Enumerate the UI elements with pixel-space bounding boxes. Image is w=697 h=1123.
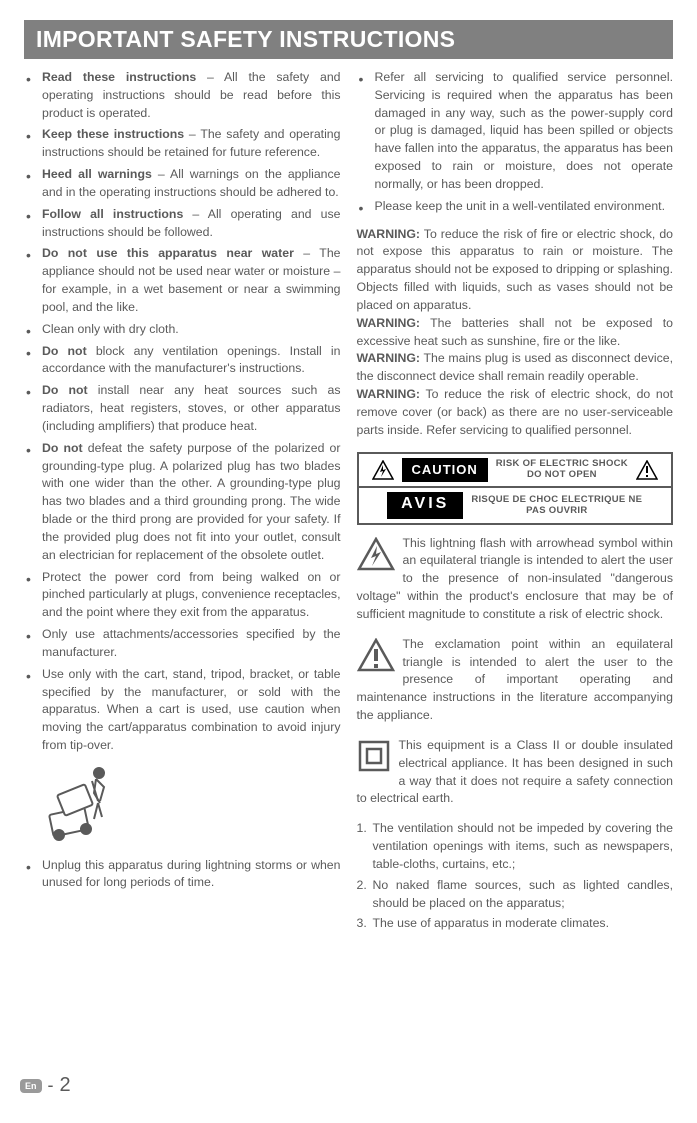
two-column-body: Read these instructions – All the safety… (24, 69, 673, 936)
item-lead: Do not use this apparatus near water (42, 246, 294, 260)
warning-label: WARNING: (357, 316, 421, 330)
warning-label: WARNING: (357, 387, 421, 401)
right-top-bullets: Refer all servicing to qualified service… (357, 69, 674, 216)
item-lead: Do not (42, 344, 87, 358)
exclamation-paragraph: The exclamation point within an equilate… (357, 636, 674, 725)
paragraph-text: The exclamation point within an equilate… (357, 637, 674, 722)
list-item: Unplug this apparatus during lightning s… (24, 857, 341, 893)
list-item: Use only with the cart, stand, tripod, b… (24, 666, 341, 755)
list-item: Heed all warnings – All warnings on the … (24, 166, 341, 202)
class2-paragraph: This equipment is a Class II or double i… (357, 737, 674, 808)
lightning-paragraph: This lightning flash with arrowhead symb… (357, 535, 674, 624)
caution-line1: RISK OF ELECTRIC SHOCK (496, 458, 628, 469)
warnings-block: WARNING: To reduce the risk of fire or e… (357, 226, 674, 440)
warning-label: WARNING: (357, 351, 421, 365)
item-lead: Keep these instructions (42, 127, 184, 141)
left-last-bullet: Unplug this apparatus during lightning s… (24, 857, 341, 893)
caution-text: RISK OF ELECTRIC SHOCKDO NOT OPEN (496, 459, 628, 481)
paragraph-text: This lightning flash with arrowhead symb… (357, 536, 674, 621)
right-column: Refer all servicing to qualified service… (357, 69, 674, 936)
avis-text: RISQUE DE CHOC ELECTRIQUE NEPAS OUVRIR (471, 495, 642, 517)
caution-line2: DO NOT OPEN (527, 469, 597, 480)
exclamation-triangle-icon (636, 460, 658, 480)
exclamation-triangle-icon (357, 638, 395, 672)
item-text: Only use attachments/accessories specifi… (42, 627, 341, 659)
warning-paragraph: WARNING: The batteries shall not be expo… (357, 315, 674, 351)
left-column: Read these instructions – All the safety… (24, 69, 341, 936)
item-lead: Do not (42, 383, 88, 397)
item-text: block any ventilation openings. Install … (42, 344, 341, 376)
item-text: Clean only with dry cloth. (42, 322, 179, 336)
list-item: Do not block any ventilation openings. I… (24, 343, 341, 379)
numbered-item: 2. No naked flame sources, such as lighte… (357, 877, 674, 913)
numbered-item: 1. The ventilation should not be impeded … (357, 820, 674, 873)
avis-line2: PAS OUVRIR (526, 505, 587, 516)
warning-paragraph: WARNING: The mains plug is used as disco… (357, 350, 674, 386)
page-number: 2 (60, 1074, 71, 1097)
item-number: 2. (357, 877, 367, 895)
item-text: Use only with the cart, stand, tripod, b… (42, 667, 341, 752)
list-item: Do not use this apparatus near water – T… (24, 245, 341, 316)
bolt-triangle-icon (372, 460, 394, 480)
numbered-item: 3. The use of apparatus in moderate clima… (357, 915, 674, 933)
paragraph-text: This equipment is a Class II or double i… (357, 738, 674, 805)
item-lead: Read these instructions (42, 70, 196, 84)
item-text: The use of apparatus in moderate climate… (373, 916, 610, 930)
item-text: defeat the safety purpose of the polariz… (42, 441, 341, 562)
item-lead: Do not (42, 441, 83, 455)
language-badge: En (20, 1079, 42, 1093)
item-text: Protect the power cord from being walked… (42, 570, 341, 620)
warning-paragraph: WARNING: To reduce the risk of electric … (357, 386, 674, 439)
avis-label: AVIS (387, 492, 463, 518)
caution-box: CAUTION RISK OF ELECTRIC SHOCKDO NOT OPE… (357, 452, 674, 525)
item-text: Unplug this apparatus during lightning s… (42, 858, 341, 890)
caution-label: CAUTION (402, 458, 488, 483)
list-item: Keep these instructions – The safety and… (24, 126, 341, 162)
footer-dash: - (48, 1075, 54, 1096)
page: IMPORTANT SAFETY INSTRUCTIONS Read these… (0, 0, 697, 996)
list-item: Read these instructions – All the safety… (24, 69, 341, 122)
caution-row-fr: AVIS RISQUE DE CHOC ELECTRIQUE NEPAS OUV… (359, 486, 672, 522)
cart-tipover-icon (46, 763, 341, 849)
bolt-triangle-icon (357, 537, 395, 571)
list-item: Protect the power cord from being walked… (24, 569, 341, 622)
avis-line1: RISQUE DE CHOC ELECTRIQUE NE (471, 494, 642, 505)
list-item: Refer all servicing to qualified service… (357, 69, 674, 194)
item-number: 1. (357, 820, 367, 838)
left-bullet-list: Read these instructions – All the safety… (24, 69, 341, 755)
item-lead: Follow all instructions (42, 207, 183, 221)
warning-paragraph: WARNING: To reduce the risk of fire or e… (357, 226, 674, 315)
warning-label: WARNING: (357, 227, 421, 241)
list-item: Clean only with dry cloth. (24, 321, 341, 339)
double-square-icon (357, 739, 391, 773)
item-text: install near any heat sources such as ra… (42, 383, 341, 433)
item-number: 3. (357, 915, 367, 933)
item-text: No naked flame sources, such as lighted … (373, 878, 674, 910)
item-text: The ventilation should not be impeded by… (373, 821, 674, 871)
item-lead: Heed all warnings (42, 167, 152, 181)
page-footer: En - 2 (20, 1074, 71, 1097)
list-item: Please keep the unit in a well-ventilate… (357, 198, 674, 216)
list-item: Only use attachments/accessories specifi… (24, 626, 341, 662)
section-title: IMPORTANT SAFETY INSTRUCTIONS (24, 20, 673, 59)
list-item: Do not defeat the safety purpose of the … (24, 440, 341, 565)
numbered-list: 1. The ventilation should not be impeded … (357, 820, 674, 933)
caution-row-en: CAUTION RISK OF ELECTRIC SHOCKDO NOT OPE… (359, 454, 672, 487)
list-item: Do not install near any heat sources suc… (24, 382, 341, 435)
list-item: Follow all instructions – All operating … (24, 206, 341, 242)
